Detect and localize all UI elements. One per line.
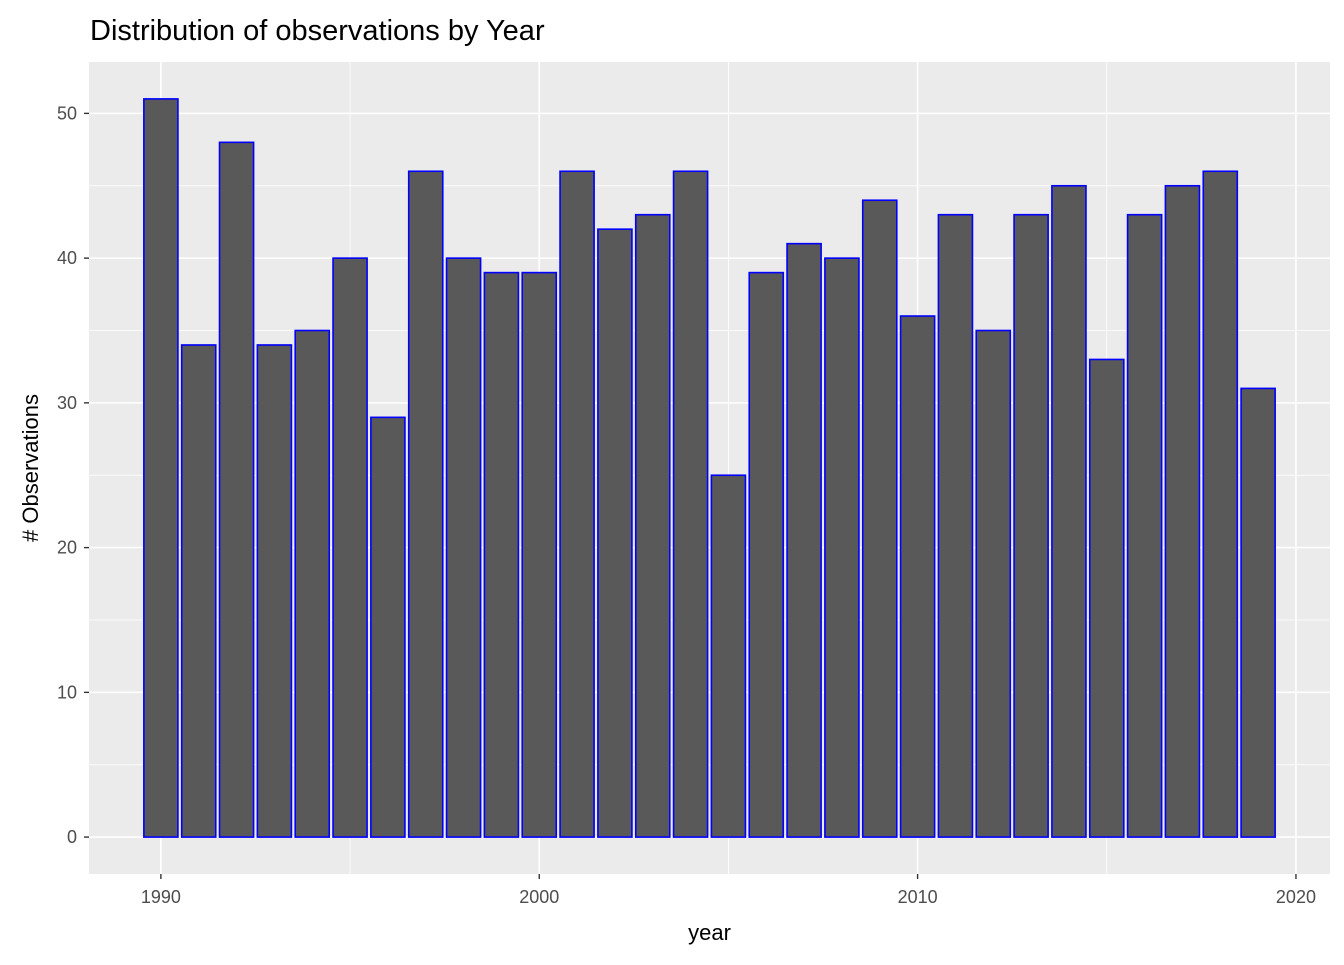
bar xyxy=(1240,387,1276,838)
bar xyxy=(1051,184,1087,838)
bar xyxy=(370,416,406,838)
x-axis-title: year xyxy=(688,920,731,945)
bar xyxy=(294,329,331,838)
bar xyxy=(1202,170,1239,838)
bar xyxy=(445,257,482,838)
bar xyxy=(483,271,520,838)
bar xyxy=(975,329,1012,838)
bars xyxy=(143,98,1276,838)
bar xyxy=(861,199,898,838)
bar xyxy=(899,315,936,838)
bar xyxy=(407,170,444,838)
bar xyxy=(521,271,558,838)
y-tick-label: 40 xyxy=(57,248,77,268)
bar xyxy=(1013,213,1049,838)
x-axis-ticks: 1990 2000 2010 2020 xyxy=(141,874,1316,907)
bar xyxy=(332,257,368,838)
bar xyxy=(710,474,747,838)
bar xyxy=(786,242,822,838)
x-tick-label: 2010 xyxy=(898,887,938,907)
bar xyxy=(634,213,671,838)
y-tick-label: 20 xyxy=(57,538,77,558)
y-tick-label: 0 xyxy=(67,827,77,847)
bar xyxy=(937,213,974,838)
y-axis-ticks: 0 10 20 30 40 50 xyxy=(57,103,89,847)
y-tick-label: 10 xyxy=(57,682,77,702)
bar xyxy=(143,98,179,838)
x-tick-label: 1990 xyxy=(141,887,181,907)
bar xyxy=(1164,184,1201,838)
x-tick-label: 2020 xyxy=(1276,887,1316,907)
y-tick-label: 50 xyxy=(57,103,77,123)
bar xyxy=(218,141,255,838)
bar xyxy=(180,344,217,838)
bar xyxy=(672,170,709,838)
y-tick-label: 30 xyxy=(57,393,77,413)
bar xyxy=(559,170,595,838)
bar xyxy=(597,228,633,838)
bar xyxy=(748,271,785,838)
bar xyxy=(1126,213,1163,838)
chart-title: Distribution of observations by Year xyxy=(90,15,545,47)
x-tick-label: 2000 xyxy=(519,887,559,907)
bar xyxy=(824,257,860,838)
bar xyxy=(1088,358,1125,838)
bar xyxy=(256,344,293,838)
y-axis-title: # Observations xyxy=(18,394,43,542)
